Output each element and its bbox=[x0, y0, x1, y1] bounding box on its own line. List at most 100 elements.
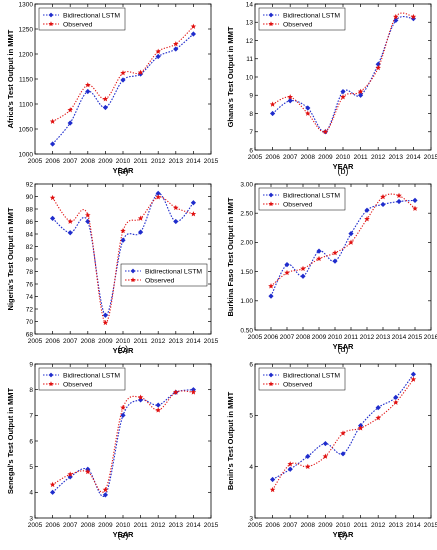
data-point-observed bbox=[67, 471, 73, 477]
y-tick-label: 7 bbox=[29, 413, 33, 420]
y-tick-label: 82 bbox=[26, 244, 34, 251]
x-tick-label: 2008 bbox=[81, 338, 96, 345]
x-tick-label: 2008 bbox=[81, 522, 96, 529]
data-point-observed bbox=[85, 468, 91, 475]
data-point-observed bbox=[340, 94, 346, 100]
y-tick-label: 1050 bbox=[19, 126, 34, 133]
series-line bbox=[272, 12, 414, 133]
x-tick-label: 2011 bbox=[134, 522, 148, 529]
data-point-observed bbox=[155, 48, 161, 54]
y-tick-label: 2.50 bbox=[240, 211, 253, 218]
y-tick-label: 2.00 bbox=[240, 240, 253, 247]
data-point-lstm bbox=[393, 17, 399, 24]
legend-label: Bidirectional LSTM bbox=[145, 268, 202, 275]
data-point-lstm bbox=[380, 201, 386, 208]
data-point-observed bbox=[173, 389, 179, 395]
y-tick-label: 4 bbox=[29, 490, 33, 497]
y-tick-label: 1.00 bbox=[240, 298, 253, 305]
series-line bbox=[52, 33, 194, 145]
data-point-lstm bbox=[332, 258, 338, 264]
data-point-observed bbox=[102, 319, 109, 326]
x-tick-label: 2009 bbox=[318, 522, 333, 529]
data-point-lstm bbox=[138, 229, 144, 235]
legend-label: Bidirectional LSTM bbox=[63, 372, 120, 379]
data-point-lstm bbox=[270, 476, 276, 483]
y-tick-label: 14 bbox=[246, 1, 254, 8]
data-point-observed bbox=[269, 486, 276, 493]
panel-label: (b) bbox=[338, 166, 349, 176]
legend: Bidirectional LSTM Observed bbox=[258, 7, 346, 31]
x-tick-label: 2006 bbox=[45, 338, 60, 345]
x-tick-label: 2012 bbox=[151, 158, 166, 165]
data-point-lstm bbox=[67, 120, 73, 126]
data-point-observed bbox=[364, 216, 370, 222]
legend-marker-observed bbox=[48, 21, 54, 27]
x-tick-label: 2013 bbox=[169, 522, 184, 529]
legend-marker-lstm bbox=[48, 372, 54, 378]
panel-label: (e) bbox=[118, 530, 129, 540]
legend-label: Bidirectional LSTM bbox=[283, 192, 340, 199]
x-tick-label: 2012 bbox=[151, 338, 166, 345]
x-tick-label: 2009 bbox=[98, 338, 113, 345]
data-point-observed bbox=[137, 69, 144, 75]
data-point-lstm bbox=[287, 466, 293, 472]
data-point-observed bbox=[137, 394, 144, 400]
data-point-observed bbox=[173, 204, 179, 211]
x-tick-label: 2010 bbox=[328, 334, 343, 341]
legend-box bbox=[120, 263, 208, 287]
data-point-observed bbox=[155, 407, 161, 413]
y-tick-label: 6 bbox=[249, 361, 253, 368]
x-tick-label: 2007 bbox=[63, 522, 78, 529]
chart-panel-6: 2005 2006 2007 2008 2009 2010 2011 2012 2013 2014… bbox=[226, 361, 437, 540]
data-point-observed bbox=[85, 212, 91, 218]
x-tick-label: 2010 bbox=[116, 338, 131, 345]
data-point-lstm bbox=[190, 31, 196, 37]
chart-panel-1: 2005 2006 2007 2008 2009 2010 2011 2012 2013 2014… bbox=[6, 1, 219, 176]
y-tick-label: 1100 bbox=[19, 101, 33, 108]
chart-panel-3: 2005 2006 2007 2008 2009 2010 2011 2012 2013 2014… bbox=[6, 181, 219, 355]
data-point-lstm bbox=[305, 105, 311, 111]
y-tick-label: 84 bbox=[26, 231, 34, 238]
y-tick-label: 88 bbox=[26, 206, 34, 213]
x-tick-label: 2011 bbox=[134, 338, 148, 345]
data-point-observed bbox=[67, 107, 73, 113]
y-tick-label: 70 bbox=[26, 319, 34, 326]
data-point-lstm bbox=[393, 394, 399, 400]
data-point-lstm bbox=[305, 453, 311, 459]
x-tick-label: 2014 bbox=[186, 158, 201, 165]
x-tick-label: 2016 bbox=[424, 334, 437, 341]
y-tick-label: 12 bbox=[246, 38, 254, 45]
x-tick-label: 2005 bbox=[248, 334, 263, 341]
x-tick-label: 2007 bbox=[283, 154, 298, 161]
data-point-lstm bbox=[364, 207, 370, 213]
data-point-lstm bbox=[284, 261, 290, 268]
legend-box bbox=[258, 7, 346, 31]
legend-marker-lstm bbox=[268, 12, 274, 18]
y-tick-label: 3.00 bbox=[240, 181, 253, 188]
legend: Bidirectional LSTM Observed bbox=[258, 367, 346, 391]
y-tick-label: 1000 bbox=[19, 151, 34, 158]
y-tick-label: 3 bbox=[29, 515, 33, 522]
data-point-observed bbox=[120, 70, 126, 76]
x-tick-label: 2008 bbox=[296, 334, 311, 341]
panel-label: (a) bbox=[118, 166, 129, 176]
y-tick-label: 72 bbox=[26, 306, 34, 313]
data-point-lstm bbox=[155, 190, 161, 196]
legend-box bbox=[258, 187, 346, 211]
x-tick-label: 2005 bbox=[248, 522, 263, 529]
x-tick-label: 2005 bbox=[28, 158, 43, 165]
x-tick-label: 2015 bbox=[424, 154, 437, 161]
legend-label: Observed bbox=[283, 21, 313, 28]
data-point-observed bbox=[287, 461, 293, 467]
x-tick-label: 2010 bbox=[116, 522, 131, 529]
series-line bbox=[272, 379, 414, 491]
legend-label: Observed bbox=[63, 381, 93, 388]
y-tick-label: 0.50 bbox=[240, 327, 253, 334]
x-tick-label: 2005 bbox=[28, 522, 43, 529]
data-point-lstm bbox=[300, 273, 306, 279]
series-line bbox=[52, 196, 194, 324]
x-tick-label: 2005 bbox=[28, 338, 43, 345]
x-axis-label: YEAR bbox=[113, 166, 134, 175]
y-axis-label: Africa's Test Output in MMT bbox=[6, 29, 15, 128]
legend-box bbox=[258, 367, 346, 391]
